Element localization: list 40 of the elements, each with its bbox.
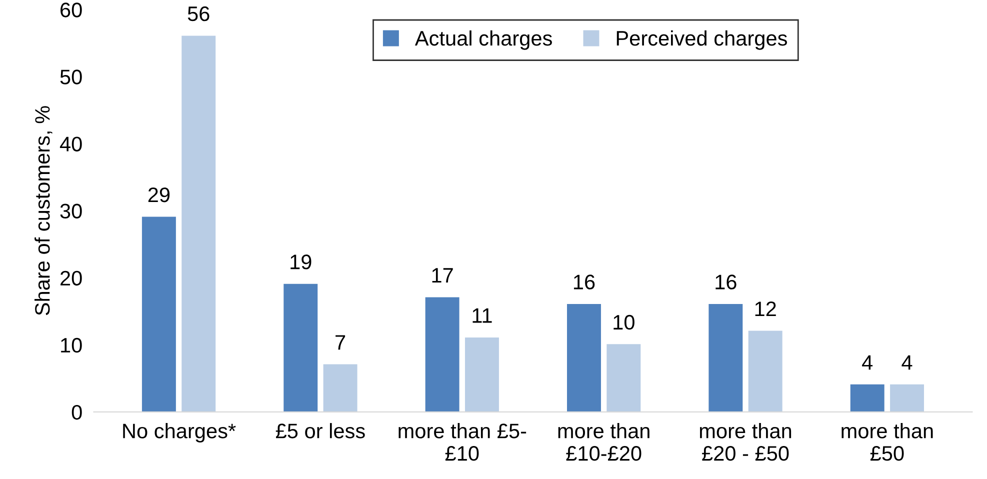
bar <box>323 364 358 412</box>
x-tick-label: more than £20 - £50 <box>700 423 792 461</box>
y-tick-label: 60 <box>60 2 82 18</box>
data-label: 56 <box>188 6 210 22</box>
y-tick-label: 40 <box>60 136 82 152</box>
x-tick-label: more than £10-£20 <box>558 423 650 461</box>
y-tick-label: 50 <box>60 70 82 84</box>
y-tick-label: 0 <box>72 404 82 420</box>
x-tick-label: £5 or less <box>276 423 365 438</box>
x-tick-label: more than £5- £10 <box>398 423 526 461</box>
data-label: 4 <box>862 355 873 370</box>
y-tick-label: 20 <box>60 270 82 286</box>
legend-label: Actual charges <box>414 30 552 50</box>
bar <box>142 216 176 412</box>
data-label: 12 <box>755 301 776 316</box>
y-tick-label: 30 <box>60 204 82 219</box>
data-label: 16 <box>716 274 736 290</box>
bar <box>284 284 318 412</box>
data-label: 29 <box>148 187 170 202</box>
data-label: 19 <box>290 254 312 270</box>
legend-label: Perceived charges <box>616 30 787 50</box>
y-axis-title: Share of customers, % <box>34 106 52 316</box>
bar <box>182 36 216 412</box>
data-label: 10 <box>614 314 634 330</box>
data-label: 7 <box>336 335 346 350</box>
data-label: 4 <box>902 355 912 370</box>
bar <box>890 384 924 412</box>
bar <box>850 384 884 412</box>
bar <box>708 304 743 412</box>
bar <box>606 344 641 412</box>
bar <box>464 337 499 412</box>
data-label: 16 <box>574 274 595 290</box>
bar <box>748 330 782 412</box>
y-tick-label: 10 <box>61 338 82 353</box>
bar <box>566 304 601 412</box>
x-tick-label: more than £50 <box>842 423 933 461</box>
data-label: 11 <box>472 308 492 323</box>
x-tick-label: No charges* <box>123 423 236 442</box>
bar <box>425 297 460 412</box>
data-label: 17 <box>432 268 453 283</box>
